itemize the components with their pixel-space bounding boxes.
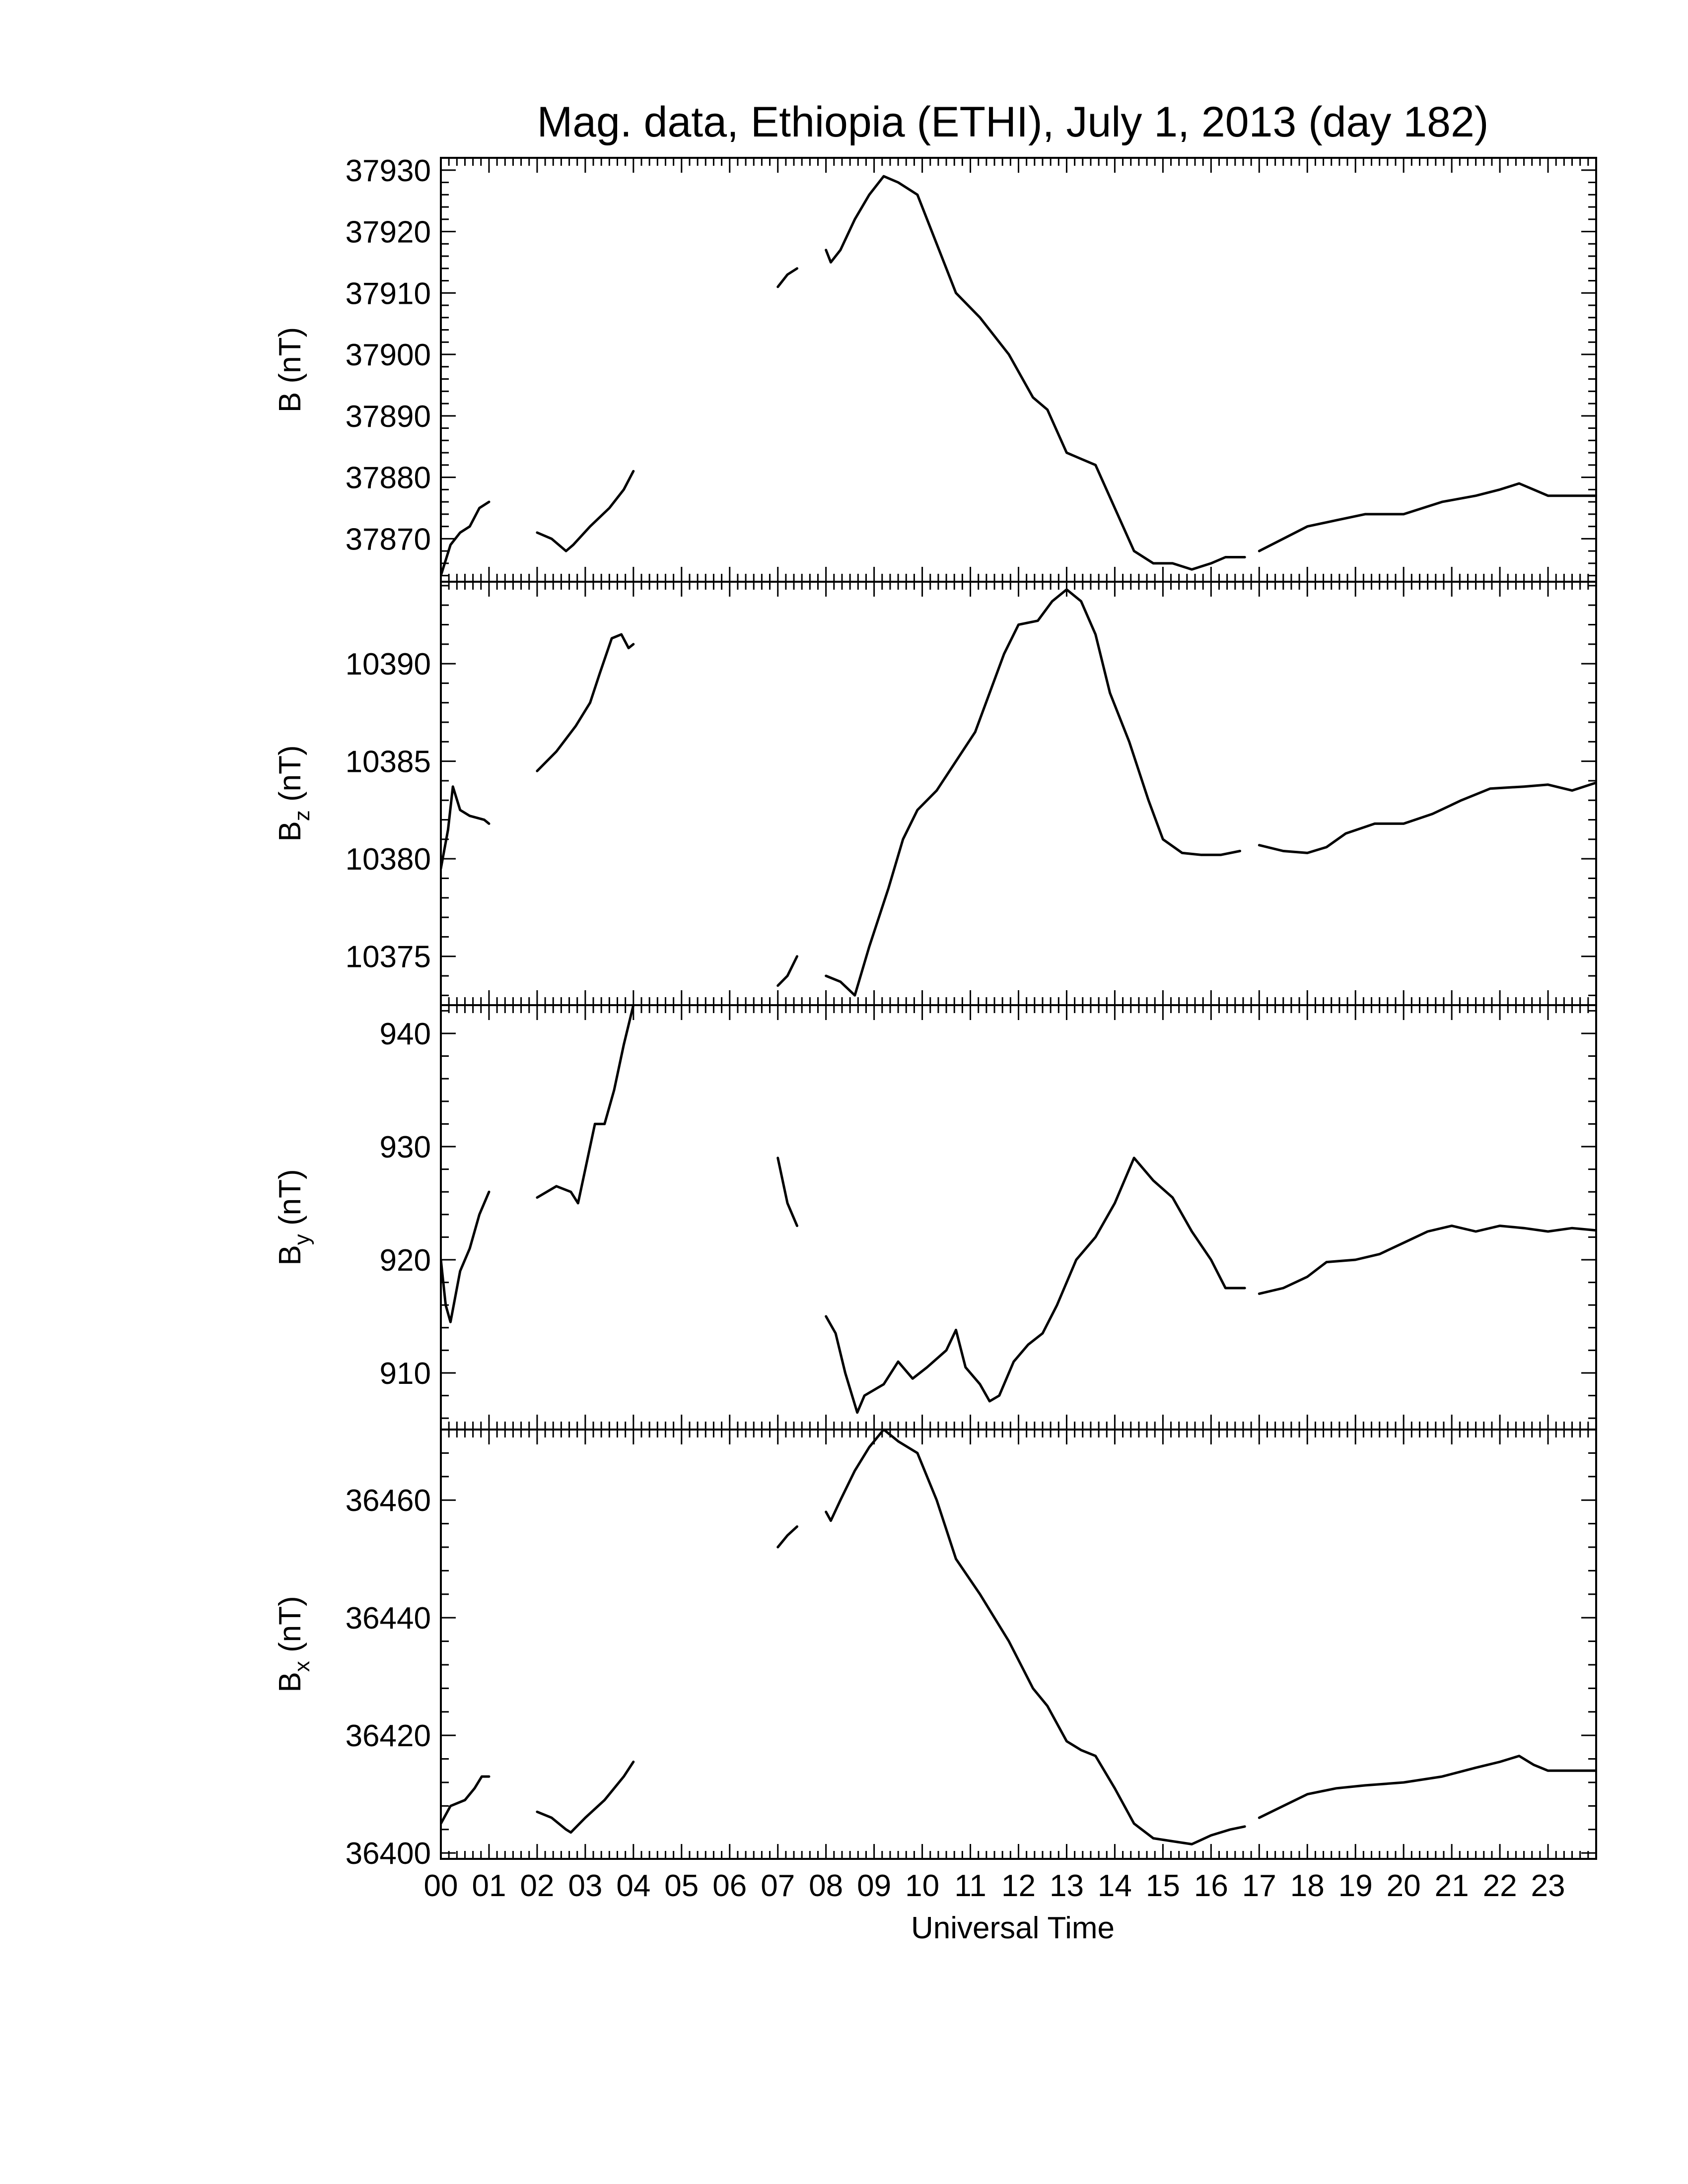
y-ticks xyxy=(441,1429,1596,1854)
series-line-segment xyxy=(1258,1225,1596,1295)
x-tick-label: 10 xyxy=(905,1869,939,1903)
x-tick-label: 07 xyxy=(761,1869,795,1903)
x-tick-label: 04 xyxy=(616,1869,650,1903)
series-line-segment xyxy=(825,588,1241,997)
series-line-segment xyxy=(536,1005,635,1205)
x-tick-label: 05 xyxy=(664,1869,699,1903)
panel-frame xyxy=(440,581,1597,1006)
y-tick-label: 37890 xyxy=(346,400,431,434)
series-By xyxy=(441,1005,1596,1414)
y-tick-label: 37910 xyxy=(346,276,431,311)
series-line-segment xyxy=(1258,781,1596,854)
x-tick-labels: 00 01 02 03 04 05 06 07 08 09 10 11 12 13 14 15 16 17 18 19… xyxy=(424,1869,1565,1903)
x-tick-label: 08 xyxy=(809,1869,843,1903)
series-line-segment xyxy=(1258,1755,1596,1819)
x-tick-label: 02 xyxy=(520,1869,554,1903)
x-tick-label: 17 xyxy=(1242,1869,1276,1903)
series-Bz xyxy=(441,588,1596,997)
x-tick-label: 20 xyxy=(1387,1869,1421,1903)
series-line-segment xyxy=(536,1761,635,1834)
x-ticks xyxy=(440,1430,1597,1859)
x-tick-label: 14 xyxy=(1098,1869,1132,1903)
series-B xyxy=(441,175,1596,577)
series-line-segment xyxy=(536,470,635,552)
series-line-segment xyxy=(1258,482,1596,552)
series-line-segment xyxy=(441,785,491,870)
series-line-segment xyxy=(776,267,798,288)
series-line-segment xyxy=(776,955,798,987)
y-tick-label: 10390 xyxy=(346,647,431,682)
y-axis-label-Bz: Bz (nT) xyxy=(273,745,314,841)
series-line-segment xyxy=(536,633,635,772)
series-line-segment xyxy=(825,1430,1246,1845)
x-tick-label: 01 xyxy=(472,1869,506,1903)
y-tick-label: 10380 xyxy=(346,842,431,877)
chart-title: Mag. data, Ethiopia (ETHI), July 1, 2013… xyxy=(537,98,1489,146)
x-tick-label: 19 xyxy=(1338,1869,1373,1903)
x-tick-label: 18 xyxy=(1290,1869,1325,1903)
y-tick-label: 940 xyxy=(380,1017,431,1051)
y-tick-label: 930 xyxy=(380,1130,431,1164)
x-tick-label: 15 xyxy=(1146,1869,1180,1903)
series-line-segment xyxy=(441,500,491,577)
panel-By: 910 920 930 940 By (nT) xyxy=(273,1004,1597,1431)
x-tick-label: 13 xyxy=(1050,1869,1084,1903)
y-tick-label: 36400 xyxy=(346,1837,431,1871)
series-Bx xyxy=(441,1430,1596,1845)
x-tick-label: 06 xyxy=(712,1869,747,1903)
y-tick-label: 37900 xyxy=(346,338,431,372)
y-tick-label: 920 xyxy=(380,1243,431,1278)
y-tick-label: 10375 xyxy=(346,940,431,974)
y-axis-label-B: B (nT) xyxy=(273,327,307,412)
x-ticks xyxy=(440,158,1597,582)
x-ticks xyxy=(440,1005,1597,1430)
series-line-segment xyxy=(825,175,1246,571)
panel-B: 37870 37880 37890 37900 37910 37920 37930 B (nT… xyxy=(273,154,1597,583)
x-tick-label: 09 xyxy=(857,1869,891,1903)
x-tick-label: 11 xyxy=(954,1869,986,1903)
x-tick-label: 16 xyxy=(1194,1869,1228,1903)
y-ticks xyxy=(441,157,1596,577)
y-axis-label-By: By (nT) xyxy=(273,1169,314,1265)
series-line-segment xyxy=(776,1157,798,1228)
y-ticks xyxy=(441,585,1596,996)
y-tick-label: 36420 xyxy=(346,1719,431,1753)
y-tick-label: 37930 xyxy=(346,154,431,188)
x-tick-label: 12 xyxy=(1001,1869,1036,1903)
y-tick-label: 37880 xyxy=(346,461,431,495)
x-tick-label: 21 xyxy=(1435,1869,1469,1903)
x-tick-label: 00 xyxy=(424,1869,458,1903)
series-line-segment xyxy=(441,1190,491,1323)
panel-Bz: 10375 10380 10385 10390 Bz (nT) xyxy=(273,581,1597,1006)
panel-frame xyxy=(440,1429,1597,1860)
series-line-segment xyxy=(825,1157,1246,1414)
x-tick-label: 23 xyxy=(1531,1869,1565,1903)
panel-Bx: 36400 36420 36440 36460 Bx (nT) xyxy=(273,1429,1597,1871)
panel-frame xyxy=(440,1004,1597,1431)
series-line-segment xyxy=(441,1775,491,1825)
x-axis-label: Universal Time xyxy=(911,1911,1115,1945)
x-tick-label: 03 xyxy=(568,1869,602,1903)
y-tick-label: 36460 xyxy=(346,1484,431,1518)
y-tick-label: 36440 xyxy=(346,1601,431,1636)
y-tick-label: 910 xyxy=(380,1357,431,1391)
x-ticks xyxy=(440,582,1597,1005)
y-ticks xyxy=(441,1010,1596,1419)
y-tick-label: 37920 xyxy=(346,215,431,250)
x-tick-label: 22 xyxy=(1483,1869,1517,1903)
y-axis-label-Bx: Bx (nT) xyxy=(273,1596,314,1692)
y-tick-label: 10385 xyxy=(346,745,431,779)
y-tick-label: 37870 xyxy=(346,522,431,556)
series-line-segment xyxy=(776,1525,798,1549)
